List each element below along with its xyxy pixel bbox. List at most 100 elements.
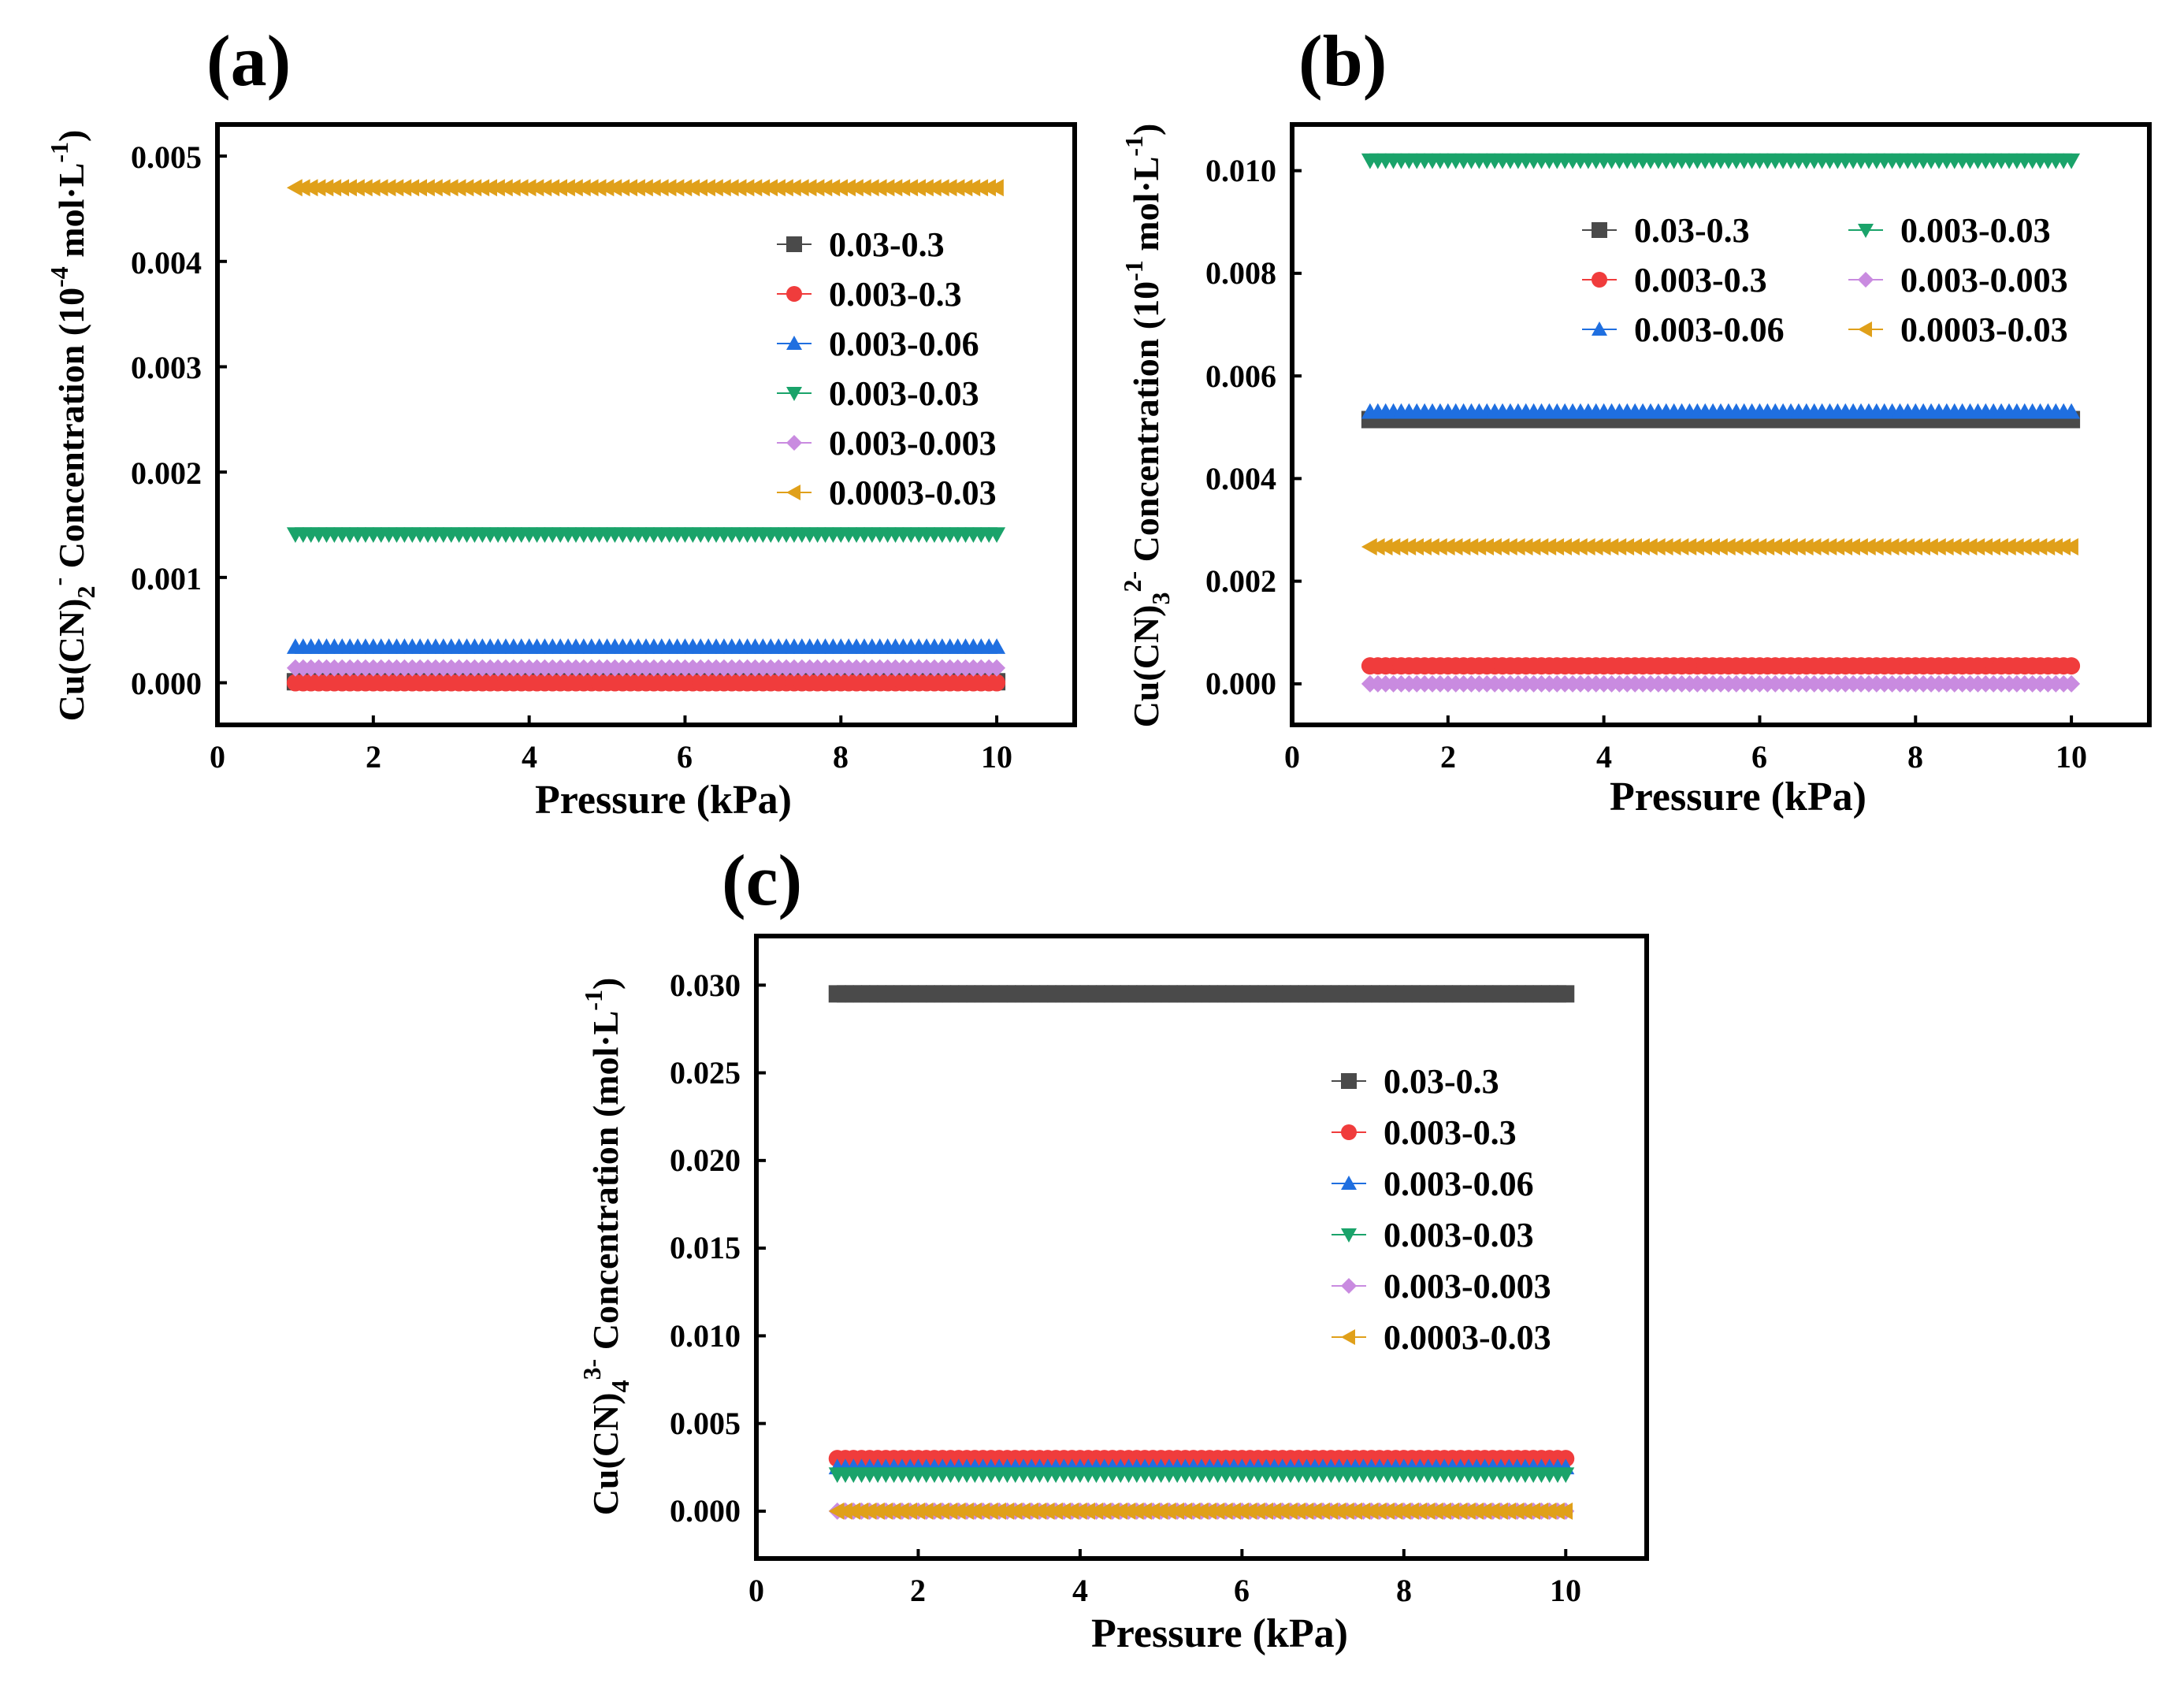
data-point <box>966 1502 982 1520</box>
y-tick-label: 0.005 <box>131 139 202 175</box>
data-point <box>1127 1502 1144 1520</box>
data-point <box>1419 1502 1436 1520</box>
legend-marker <box>1341 1176 1357 1190</box>
data-point <box>1055 1502 1072 1520</box>
data-point <box>901 1502 917 1520</box>
data-point <box>1160 1502 1176 1520</box>
x-tick-label: 10 <box>981 739 1012 775</box>
data-point <box>2063 674 2081 693</box>
series-0.003-0.06 <box>1361 403 2081 419</box>
legend-item: 0.003-0.003 <box>1332 1267 1551 1306</box>
data-point <box>2063 153 2081 169</box>
panel-label-b: (b) <box>1298 20 1387 101</box>
legend-marker <box>1592 222 1607 238</box>
x-tick-label: 0 <box>748 1573 764 1608</box>
y-tick-label: 0.004 <box>1205 461 1276 496</box>
y-tick-label: 0.020 <box>670 1142 741 1178</box>
tick-marks <box>755 983 1568 1559</box>
panel-b: (b) 0 2 4 6 8 10 0.000 0.002 0.004 0.006… <box>1118 20 2152 819</box>
legend-label: 0.03-0.3 <box>1384 1062 1499 1101</box>
data-point <box>1371 1502 1387 1520</box>
tick-marks <box>1291 169 2074 725</box>
data-point <box>2063 538 2078 556</box>
data-point <box>1460 1502 1476 1520</box>
data-point <box>1079 1502 1095 1520</box>
data-point <box>982 1502 998 1520</box>
data-point <box>1136 1502 1152 1520</box>
y-tick-label: 0.000 <box>670 1493 741 1529</box>
data-point <box>1476 1502 1492 1520</box>
data-point <box>1411 1502 1428 1520</box>
x-ticks-c: 0 2 4 6 8 10 <box>748 1573 1581 1608</box>
y-tick-label: 0.015 <box>670 1230 741 1265</box>
y-tick-label: 0.001 <box>131 561 202 596</box>
data-point <box>1427 1502 1443 1520</box>
data-point <box>988 527 1006 544</box>
data-point <box>1216 1502 1233 1520</box>
data-point <box>934 1502 950 1520</box>
data-point <box>909 1502 926 1520</box>
legend-label: 0.003-0.3 <box>829 275 962 314</box>
x-tick-label: 6 <box>677 739 693 775</box>
data-point <box>1557 985 1575 1003</box>
data-point <box>1516 1502 1532 1520</box>
legend-item: 0.003-0.003 <box>777 424 997 463</box>
data-point <box>1387 1502 1403 1520</box>
panel-label-a: (a) <box>206 20 291 101</box>
data-point <box>1168 1502 1184 1520</box>
legend-marker <box>786 336 802 350</box>
legend-item: 0.003-0.06 <box>1582 310 1785 349</box>
series-group-b <box>1291 153 2081 725</box>
y-tick-label: 0.004 <box>131 245 202 280</box>
data-point <box>1104 1502 1120 1520</box>
legend-label: 0.003-0.03 <box>829 374 979 413</box>
legend-a: 0.03-0.3 0.003-0.3 0.003-0.06 0.003-0.03 0.0… <box>777 225 997 512</box>
data-point <box>1184 1502 1201 1520</box>
series-0.003-0.03 <box>286 527 1006 544</box>
data-point <box>1257 1502 1273 1520</box>
x-axis-label-c: Pressure (kPa) <box>1091 1611 1348 1656</box>
data-point <box>1557 1502 1573 1520</box>
x-ticks-b: 0 2 4 6 8 10 <box>1284 739 2087 775</box>
data-point <box>2063 657 2081 675</box>
data-point <box>860 1502 877 1520</box>
x-tick-label: 2 <box>1440 739 1456 775</box>
legend-marker <box>1341 1073 1357 1089</box>
data-point <box>1112 1502 1128 1520</box>
legend-item: 0.03-0.3 <box>1582 211 1750 250</box>
data-point <box>1087 1502 1104 1520</box>
data-point <box>1338 1502 1354 1520</box>
x-ticks-a: 0 2 4 6 8 10 <box>210 739 1012 775</box>
series-0.003-0.03 <box>1361 153 2081 169</box>
data-point <box>828 1502 845 1520</box>
x-tick-label: 8 <box>1907 739 1923 775</box>
plot-frame-b <box>1290 122 2152 727</box>
series-0.003-0.06 <box>286 638 1006 654</box>
data-point <box>1241 1502 1257 1520</box>
legend-marker <box>1341 1329 1355 1345</box>
data-point <box>1152 1502 1168 1520</box>
data-point <box>1484 1502 1500 1520</box>
data-point <box>1379 1502 1395 1520</box>
x-tick-label: 10 <box>1550 1573 1581 1608</box>
x-tick-label: 0 <box>210 739 225 775</box>
y-tick-label: 0.005 <box>670 1406 741 1441</box>
y-tick-label: 0.030 <box>670 968 741 1003</box>
data-point <box>988 638 1006 654</box>
legend-label: 0.0003-0.03 <box>1384 1318 1551 1357</box>
series-0.03-0.3 <box>828 985 1575 1003</box>
data-point <box>1306 1502 1322 1520</box>
legend-marker <box>1858 272 1874 288</box>
data-point <box>885 1502 901 1520</box>
legend-item: 0.003-0.3 <box>1332 1113 1517 1152</box>
data-point <box>837 1502 852 1520</box>
legend-item: 0.003-0.03 <box>1848 211 2051 250</box>
legend-label: 0.003-0.06 <box>829 325 979 363</box>
data-point <box>926 1502 942 1520</box>
x-tick-label: 2 <box>366 739 381 775</box>
data-point <box>949 1502 966 1520</box>
data-point <box>988 674 1006 692</box>
x-tick-label: 4 <box>1072 1573 1088 1608</box>
legend-item: 0.003-0.06 <box>777 325 979 363</box>
data-point <box>1038 1502 1055 1520</box>
